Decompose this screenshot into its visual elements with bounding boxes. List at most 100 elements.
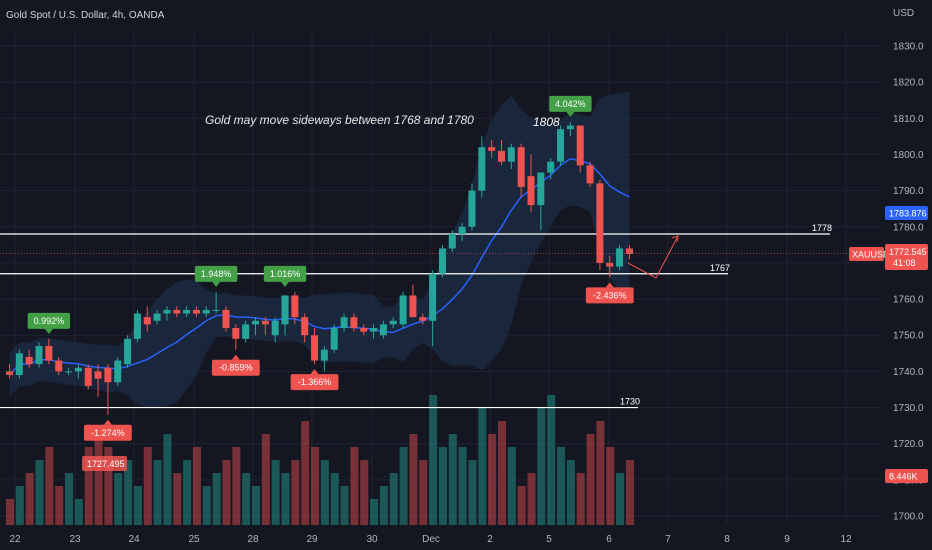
symbol-tag (849, 247, 884, 261)
candle-body[interactable] (163, 309, 171, 314)
candle-body[interactable] (498, 150, 505, 162)
callout-box (290, 374, 339, 391)
candle-body[interactable] (586, 165, 594, 184)
candle-body[interactable] (84, 367, 92, 386)
candle-body[interactable] (389, 320, 397, 325)
candle-body[interactable] (399, 295, 407, 325)
volume-bar (163, 434, 172, 525)
candle-body[interactable] (596, 183, 604, 263)
volume-bar (261, 434, 270, 525)
candle-body[interactable] (143, 317, 151, 325)
candle-body[interactable] (527, 176, 535, 206)
time-tick-label: 23 (69, 534, 81, 545)
candle-body[interactable] (35, 346, 43, 365)
candle-body[interactable] (104, 367, 112, 383)
candle-body[interactable] (478, 147, 486, 191)
candle-body[interactable] (517, 147, 525, 187)
candle-body[interactable] (507, 147, 515, 162)
candle-body[interactable] (183, 309, 191, 314)
candle-body[interactable] (252, 320, 259, 325)
low-price-tag (82, 456, 127, 471)
candle-body[interactable] (350, 317, 358, 328)
candle-body[interactable] (222, 309, 230, 328)
time-tick-label: 29 (306, 534, 318, 545)
candle-body[interactable] (15, 353, 23, 375)
candle-body[interactable] (173, 309, 181, 314)
volume-bar (183, 460, 192, 525)
candle-body[interactable] (74, 367, 82, 372)
candle-body[interactable] (45, 346, 53, 361)
candle-body[interactable] (320, 349, 328, 361)
candle-body[interactable] (114, 360, 122, 383)
candle-body[interactable] (616, 248, 624, 267)
candle-body[interactable] (301, 317, 309, 336)
candle-body[interactable] (340, 317, 348, 328)
volume-bar (606, 447, 615, 525)
candle-body[interactable] (261, 320, 269, 325)
candle-body[interactable] (557, 129, 565, 162)
candle-body[interactable] (242, 324, 250, 339)
candle-body[interactable] (360, 328, 368, 332)
candle-body[interactable] (606, 262, 614, 267)
volume-bar (114, 473, 123, 525)
candle-body[interactable] (124, 338, 132, 365)
candle-body[interactable] (281, 295, 289, 325)
candle-body[interactable] (311, 335, 319, 361)
chart-title: Gold Spot / U.S. Dollar, 4h, OANDA (6, 10, 165, 21)
callout-text: 1.016% (270, 269, 301, 279)
candle-body[interactable] (625, 248, 633, 254)
candle-body[interactable] (429, 273, 437, 321)
time-tick-label: Dec (422, 534, 440, 545)
candle-body[interactable] (370, 328, 378, 332)
volume-bar (616, 473, 625, 525)
time-tick-label: 5 (546, 534, 552, 545)
candle-body[interactable] (419, 317, 427, 321)
candle-body[interactable] (202, 309, 210, 314)
candle-body[interactable] (330, 328, 338, 350)
candle-body[interactable] (438, 248, 446, 274)
callout-pointer (566, 111, 575, 117)
candle-body[interactable] (192, 309, 200, 314)
callout-text: -1.274% (91, 428, 125, 438)
low-price-text: 1727.495 (87, 459, 125, 469)
candle-body[interactable] (25, 356, 33, 365)
price-tick-label: 1790.0 (893, 186, 924, 197)
candle-body[interactable] (133, 313, 141, 339)
candle-body[interactable] (576, 125, 584, 166)
candle-body[interactable] (94, 371, 102, 379)
candle-body[interactable] (566, 125, 574, 130)
time-tick-label: 30 (366, 534, 378, 545)
price-tick-label: 1720.0 (893, 439, 924, 450)
volume-bar (419, 460, 428, 525)
volume-bars (6, 395, 634, 525)
callout-text: 0.992% (34, 316, 65, 326)
candle-body[interactable] (271, 320, 279, 336)
candle-body[interactable] (448, 234, 456, 249)
candle-body[interactable] (153, 313, 161, 321)
callout-pointer (281, 281, 290, 287)
volume-bar (399, 447, 408, 525)
candle-body[interactable] (409, 295, 417, 318)
candle-body[interactable] (379, 324, 387, 336)
candle-body[interactable] (537, 172, 545, 206)
candle-body[interactable] (458, 226, 466, 234)
time-tick-label: 7 (665, 534, 671, 545)
candle-body[interactable] (6, 371, 13, 375)
candle-body[interactable] (212, 309, 220, 311)
candle-body[interactable] (291, 295, 299, 318)
callout-box (263, 265, 307, 282)
volume-bar (320, 460, 329, 525)
volume-bar (15, 486, 24, 525)
candles[interactable] (6, 121, 633, 415)
projection-path (627, 235, 679, 279)
candle-body[interactable] (232, 328, 240, 339)
volume-bar (143, 447, 152, 525)
candle-body[interactable] (547, 161, 555, 173)
price-tick-label: 1700.0 (893, 512, 924, 523)
candle-body[interactable] (488, 147, 496, 151)
volume-bar (212, 473, 221, 525)
candle-body[interactable] (55, 360, 63, 372)
candle-body[interactable] (65, 371, 73, 373)
candle-body[interactable] (468, 190, 476, 227)
